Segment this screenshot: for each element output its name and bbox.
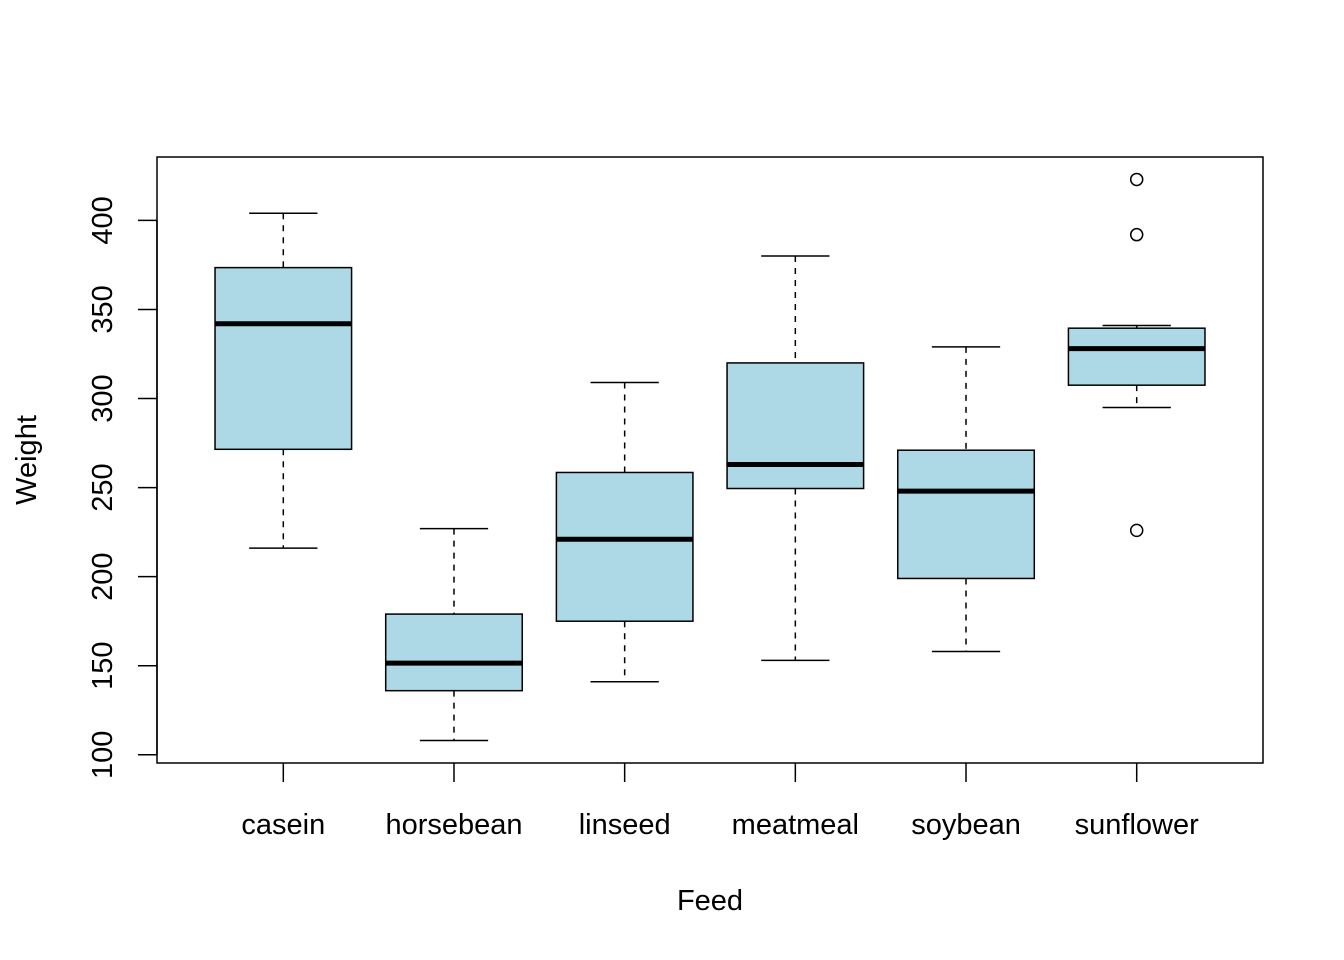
x-tick-label: soybean <box>911 809 1021 841</box>
y-tick-label: 400 <box>87 196 119 244</box>
y-axis: 100 150 200 250 300 350 400 <box>87 196 158 779</box>
x-tick-label: linseed <box>579 809 671 841</box>
box-soybean <box>896 449 1036 580</box>
box-casein <box>214 266 353 451</box>
y-tick-label: 300 <box>87 374 119 422</box>
y-tick-label: 200 <box>87 552 119 600</box>
box-horsebean <box>384 613 524 692</box>
plot-frame <box>156 156 1264 764</box>
x-axis: casein horsebean linseed meatmeal soybean sun… <box>241 763 1199 841</box>
y-tick-label: 100 <box>87 731 119 779</box>
x-tick-label: sunflower <box>1075 809 1199 841</box>
y-axis-label: Weight <box>11 415 43 505</box>
box-meatmeal <box>726 362 865 490</box>
outlier-point <box>1129 523 1144 538</box>
box-sunflower <box>1067 327 1206 386</box>
x-tick-label: horsebean <box>385 809 522 841</box>
y-tick-label: 150 <box>87 642 119 690</box>
boxes <box>214 172 1206 742</box>
box-linseed <box>555 471 694 622</box>
y-tick-label: 350 <box>87 285 119 333</box>
x-tick-label: casein <box>241 809 325 841</box>
x-axis-label: Feed <box>677 885 743 917</box>
y-tick-label: 250 <box>87 463 119 511</box>
outlier-point <box>1129 172 1144 187</box>
outlier-point <box>1129 227 1144 242</box>
x-tick-label: meatmeal <box>732 809 859 841</box>
